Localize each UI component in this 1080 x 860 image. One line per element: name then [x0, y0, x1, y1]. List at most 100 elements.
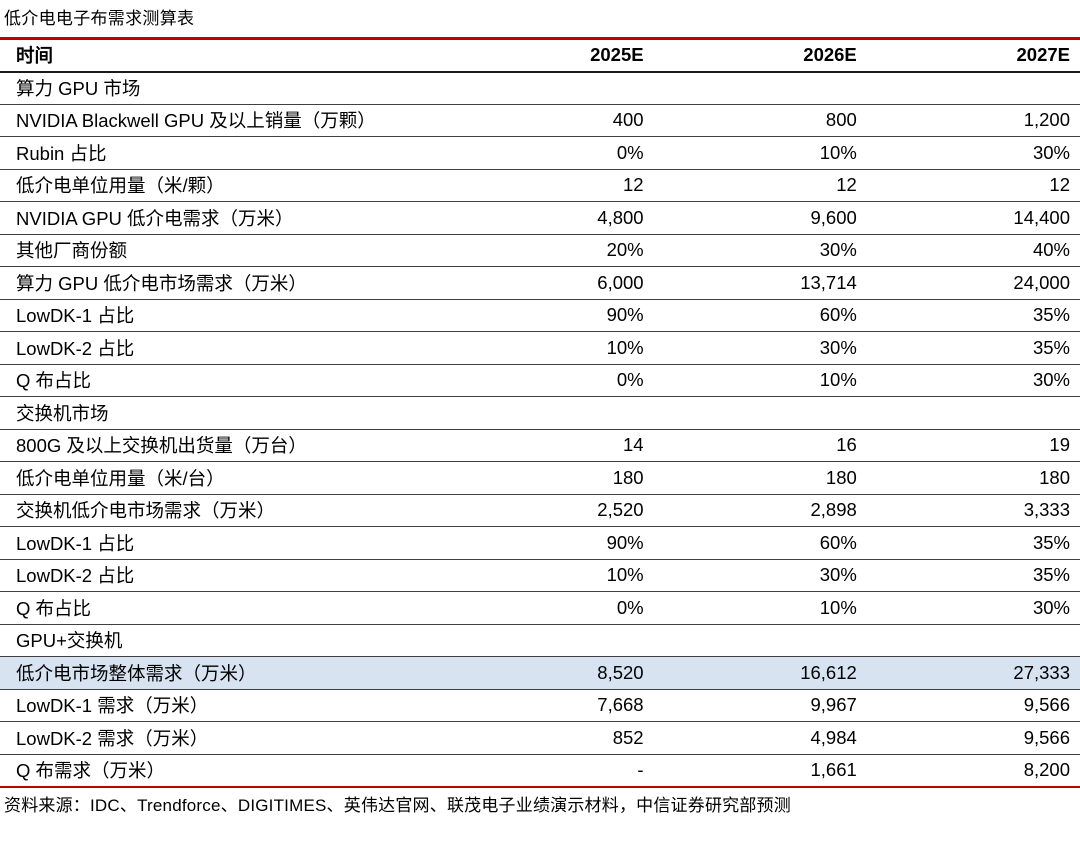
row-value: 8,200	[866, 754, 1080, 787]
row-value: 0%	[440, 136, 654, 170]
row-value: 1,661	[653, 754, 867, 787]
row-value: 3,333	[866, 494, 1080, 527]
row-value	[653, 396, 867, 430]
row-label: 算力 GPU 市场	[0, 71, 441, 105]
row-value: 0%	[440, 364, 654, 397]
row-value: 10%	[440, 331, 654, 365]
table-row: LowDK-2 占比 10% 30% 35%	[0, 331, 1080, 365]
row-value: 400	[440, 104, 654, 137]
table-row: Q 布占比 0% 10% 30%	[0, 364, 1080, 397]
row-value: 90%	[440, 299, 654, 332]
row-label: NVIDIA GPU 低介电需求（万米）	[0, 201, 441, 235]
row-value: 16,612	[653, 656, 867, 690]
row-value: 60%	[653, 299, 867, 332]
row-value: 8,520	[440, 656, 654, 690]
row-value	[653, 71, 867, 105]
table-row: NVIDIA GPU 低介电需求（万米） 4,800 9,600 14,400	[0, 201, 1080, 235]
row-value	[866, 396, 1080, 430]
row-value: 90%	[440, 526, 654, 560]
table-row: 低介电市场整体需求（万米） 8,520 16,612 27,333	[0, 656, 1080, 690]
table-row: LowDK-2 需求（万米） 852 4,984 9,566	[0, 721, 1080, 755]
row-label: Q 布占比	[0, 364, 441, 397]
row-value: 35%	[866, 299, 1080, 332]
table-row: NVIDIA Blackwell GPU 及以上销量（万颗） 400 800 1,20…	[0, 104, 1080, 137]
row-value: 852	[440, 721, 654, 755]
table-header: 时间 2025E 2026E 2027E	[0, 38, 1080, 73]
row-value: 35%	[866, 331, 1080, 365]
table-row: 低介电单位用量（米/台） 180 180 180	[0, 461, 1080, 495]
row-value: 2,898	[653, 494, 867, 527]
demand-calc-table: 时间 2025E 2026E 2027E 算力 GPU 市场 NVIDIA Bla…	[0, 37, 1080, 788]
table-row: 交换机低介电市场需求（万米） 2,520 2,898 3,333	[0, 494, 1080, 527]
row-value: 27,333	[866, 656, 1080, 690]
table-row: Q 布需求（万米） -1,661 8,200	[0, 754, 1080, 787]
row-value: 10%	[440, 559, 654, 592]
row-value: 180	[653, 461, 867, 495]
row-label: LowDK-2 占比	[0, 559, 441, 592]
row-value: 19	[866, 429, 1080, 462]
row-value: 24,000	[866, 266, 1080, 300]
row-value: 4,800	[440, 201, 654, 235]
row-value: 10%	[653, 364, 867, 397]
row-label: 800G 及以上交换机出货量（万台）	[0, 429, 441, 462]
row-value: 35%	[866, 559, 1080, 592]
section-row: 交换机市场	[0, 396, 1080, 430]
header-col-2025e: 2025E	[440, 38, 654, 73]
row-value: 35%	[866, 526, 1080, 560]
row-value: 60%	[653, 526, 867, 560]
header-time-label: 时间	[0, 38, 441, 73]
table-body: 算力 GPU 市场 NVIDIA Blackwell GPU 及以上销量（万颗） 4…	[0, 71, 1080, 787]
row-value: 30%	[653, 331, 867, 365]
row-value: 7,668	[440, 689, 654, 722]
row-label: 低介电单位用量（米/台）	[0, 461, 441, 495]
row-value: 10%	[653, 591, 867, 625]
row-label: 其他厂商份额	[0, 234, 441, 267]
row-value: 30%	[866, 136, 1080, 170]
row-value: 9,967	[653, 689, 867, 722]
table-row: Q 布占比 0% 10% 30%	[0, 591, 1080, 625]
row-label: LowDK-1 占比	[0, 526, 441, 560]
row-value: 30%	[866, 591, 1080, 625]
row-value: 30%	[653, 234, 867, 267]
row-value: 4,984	[653, 721, 867, 755]
header-col-2026e: 2026E	[653, 38, 867, 73]
row-label: LowDK-1 需求（万米）	[0, 689, 441, 722]
row-value: 0%	[440, 591, 654, 625]
row-label: GPU+交换机	[0, 624, 441, 657]
section-row: GPU+交换机	[0, 624, 1080, 657]
row-value: 16	[653, 429, 867, 462]
row-value: 30%	[653, 559, 867, 592]
table-row: LowDK-1 需求（万米） 7,668 9,967 9,566	[0, 689, 1080, 722]
table-row: Rubin 占比 0% 10% 30%	[0, 136, 1080, 170]
row-value	[440, 71, 654, 105]
row-value: -	[440, 754, 654, 787]
section-row: 算力 GPU 市场	[0, 71, 1080, 105]
row-label: LowDK-2 需求（万米）	[0, 721, 441, 755]
row-label: LowDK-1 占比	[0, 299, 441, 332]
row-label: 算力 GPU 低介电市场需求（万米）	[0, 266, 441, 300]
row-value: 30%	[866, 364, 1080, 397]
table-row: LowDK-1 占比 90% 60% 35%	[0, 299, 1080, 332]
row-value	[440, 396, 654, 430]
row-label: Rubin 占比	[0, 136, 441, 170]
header-col-2027e: 2027E	[866, 38, 1080, 73]
row-value	[440, 624, 654, 657]
row-value: 180	[440, 461, 654, 495]
table-row: LowDK-1 占比 90% 60% 35%	[0, 526, 1080, 560]
row-value: 9,566	[866, 689, 1080, 722]
row-value: 9,566	[866, 721, 1080, 755]
row-value: 180	[866, 461, 1080, 495]
row-value: 1,200	[866, 104, 1080, 137]
row-value	[866, 624, 1080, 657]
table-row: 算力 GPU 低介电市场需求（万米） 6,000 13,714 24,000	[0, 266, 1080, 300]
row-label: 低介电单位用量（米/颗）	[0, 169, 441, 202]
table-row: 其他厂商份额 20% 30% 40%	[0, 234, 1080, 267]
row-value: 40%	[866, 234, 1080, 267]
row-label: 低介电市场整体需求（万米）	[0, 656, 441, 690]
row-value: 20%	[440, 234, 654, 267]
row-value: 10%	[653, 136, 867, 170]
header-row: 时间 2025E 2026E 2027E	[0, 38, 1080, 73]
row-label: Q 布需求（万米）	[0, 754, 441, 787]
row-label: Q 布占比	[0, 591, 441, 625]
table-row: 低介电单位用量（米/颗） 12 12 12	[0, 169, 1080, 202]
